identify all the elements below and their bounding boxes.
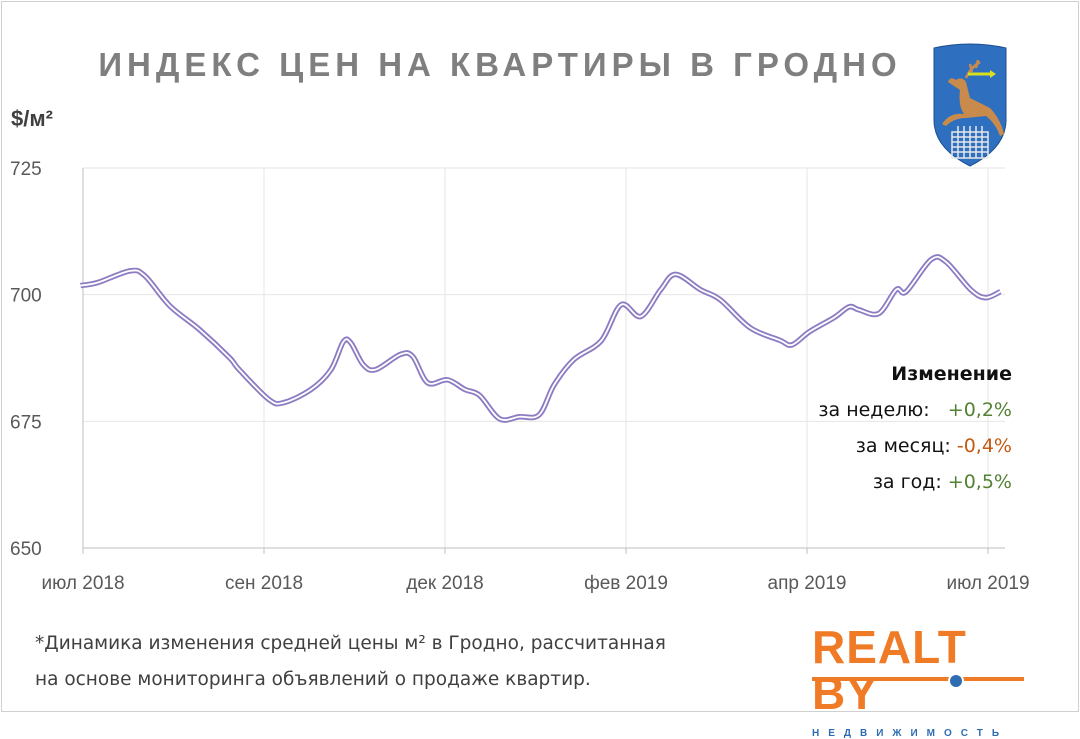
x-tick-label: июл 2018 [41,573,124,594]
footnote: *Динамика изменения средней цены м² в Гр… [35,626,666,698]
change-value: -0,4% [957,435,1012,457]
footnote-line-2: на основе мониторинга объявлений о прода… [35,662,666,698]
logo-underline [812,677,1024,681]
change-row-week: за неделю: +0,2% [818,392,1012,428]
x-tick-label: фев 2019 [584,573,668,594]
y-tick-label: 650 [10,539,42,560]
change-row-month: за месяц: -0,4% [818,428,1012,464]
logo-wordmark: REALT BY [812,624,1028,716]
x-tick-label: апр 2019 [768,573,847,594]
realt-by-logo: REALT BY НЕДВИЖИМОСТЬ [812,624,1028,704]
logo-subtitle: НЕДВИЖИМОСТЬ [812,728,1028,739]
change-label: за год: [873,471,942,493]
changes-box: Изменение за неделю: +0,2% за месяц: -0,… [818,356,1012,500]
y-tick-label: 725 [10,159,42,180]
change-label: за месяц: [856,435,951,457]
change-value: +0,5% [948,471,1012,493]
change-value: +0,2% [948,399,1012,421]
y-tick-label: 700 [10,286,42,307]
change-label: за неделю: [818,399,929,421]
x-tick-label: июл 2019 [946,573,1029,594]
change-row-year: за год: +0,5% [818,464,1012,500]
footnote-line-1: *Динамика изменения средней цены м² в Гр… [35,626,666,662]
x-tick-label: сен 2018 [225,573,303,594]
y-tick-label: 675 [10,412,42,433]
changes-heading: Изменение [818,356,1012,392]
x-tick-label: дек 2018 [406,573,484,594]
logo-dot-icon [948,673,964,689]
